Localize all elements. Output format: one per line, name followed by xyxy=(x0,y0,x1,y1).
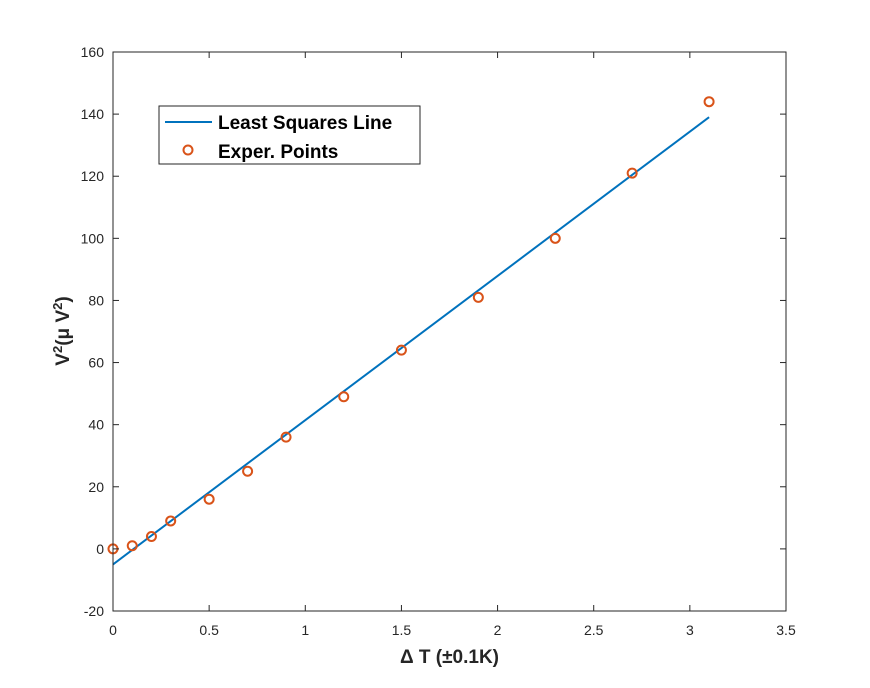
y-tick-label: -20 xyxy=(84,603,104,619)
y-label-sup2: 2 xyxy=(50,303,65,310)
x-tick-label: 0.5 xyxy=(199,622,219,638)
y-tick-label: 140 xyxy=(81,106,105,122)
y-axis-label: V2(μ V2) xyxy=(50,296,74,365)
data-point xyxy=(242,465,254,477)
x-tick-label: 2 xyxy=(494,622,502,638)
y-tick-label: 120 xyxy=(81,168,105,184)
y-label-suffix: ) xyxy=(53,296,74,302)
y-tick-label: 160 xyxy=(81,44,105,60)
data-point xyxy=(703,96,715,108)
legend-label-line: Least Squares Line xyxy=(218,113,392,134)
y-tick-label: 40 xyxy=(88,417,104,433)
y-tick-label: 0 xyxy=(96,541,104,557)
x-tick-label: 1.5 xyxy=(392,622,412,638)
data-point xyxy=(280,431,292,443)
data-point xyxy=(549,232,561,244)
data-point xyxy=(395,344,407,356)
data-point xyxy=(338,391,350,403)
x-tick-label: 3.5 xyxy=(776,622,796,638)
y-tick-label: 60 xyxy=(88,355,104,371)
legend: Least Squares Line Exper. Points xyxy=(158,105,421,165)
data-point xyxy=(203,493,215,505)
x-axis-label: Δ T (±0.1K) xyxy=(400,647,499,668)
y-tick-label: 100 xyxy=(81,230,105,246)
y-tick-label: 20 xyxy=(88,479,104,495)
y-label-middle: (μ V xyxy=(53,310,74,346)
x-tick-label: 3 xyxy=(686,622,694,638)
x-tick-label: 0 xyxy=(109,622,117,638)
ticks-layer: 0 0.5 1 1.5 2 2.5 3 3.5 -20 0 20 40 60 80 100 120 140 160 xyxy=(81,44,796,638)
legend-label-points: Exper. Points xyxy=(218,142,338,163)
legend-marker-swatch xyxy=(182,144,194,156)
plot-layer xyxy=(107,96,715,566)
axes-box xyxy=(112,51,787,612)
least-squares-line xyxy=(112,116,710,566)
data-point xyxy=(145,530,157,542)
y-label-sup1: 2 xyxy=(50,346,65,353)
data-point xyxy=(626,167,638,179)
data-point xyxy=(165,515,177,527)
y-tick-label: 80 xyxy=(88,292,104,308)
data-point xyxy=(472,291,484,303)
y-label-prefix: V xyxy=(53,353,74,366)
x-tick-label: 1 xyxy=(301,622,309,638)
legend-box xyxy=(158,105,421,165)
x-tick-label: 2.5 xyxy=(584,622,604,638)
data-point xyxy=(126,540,138,552)
